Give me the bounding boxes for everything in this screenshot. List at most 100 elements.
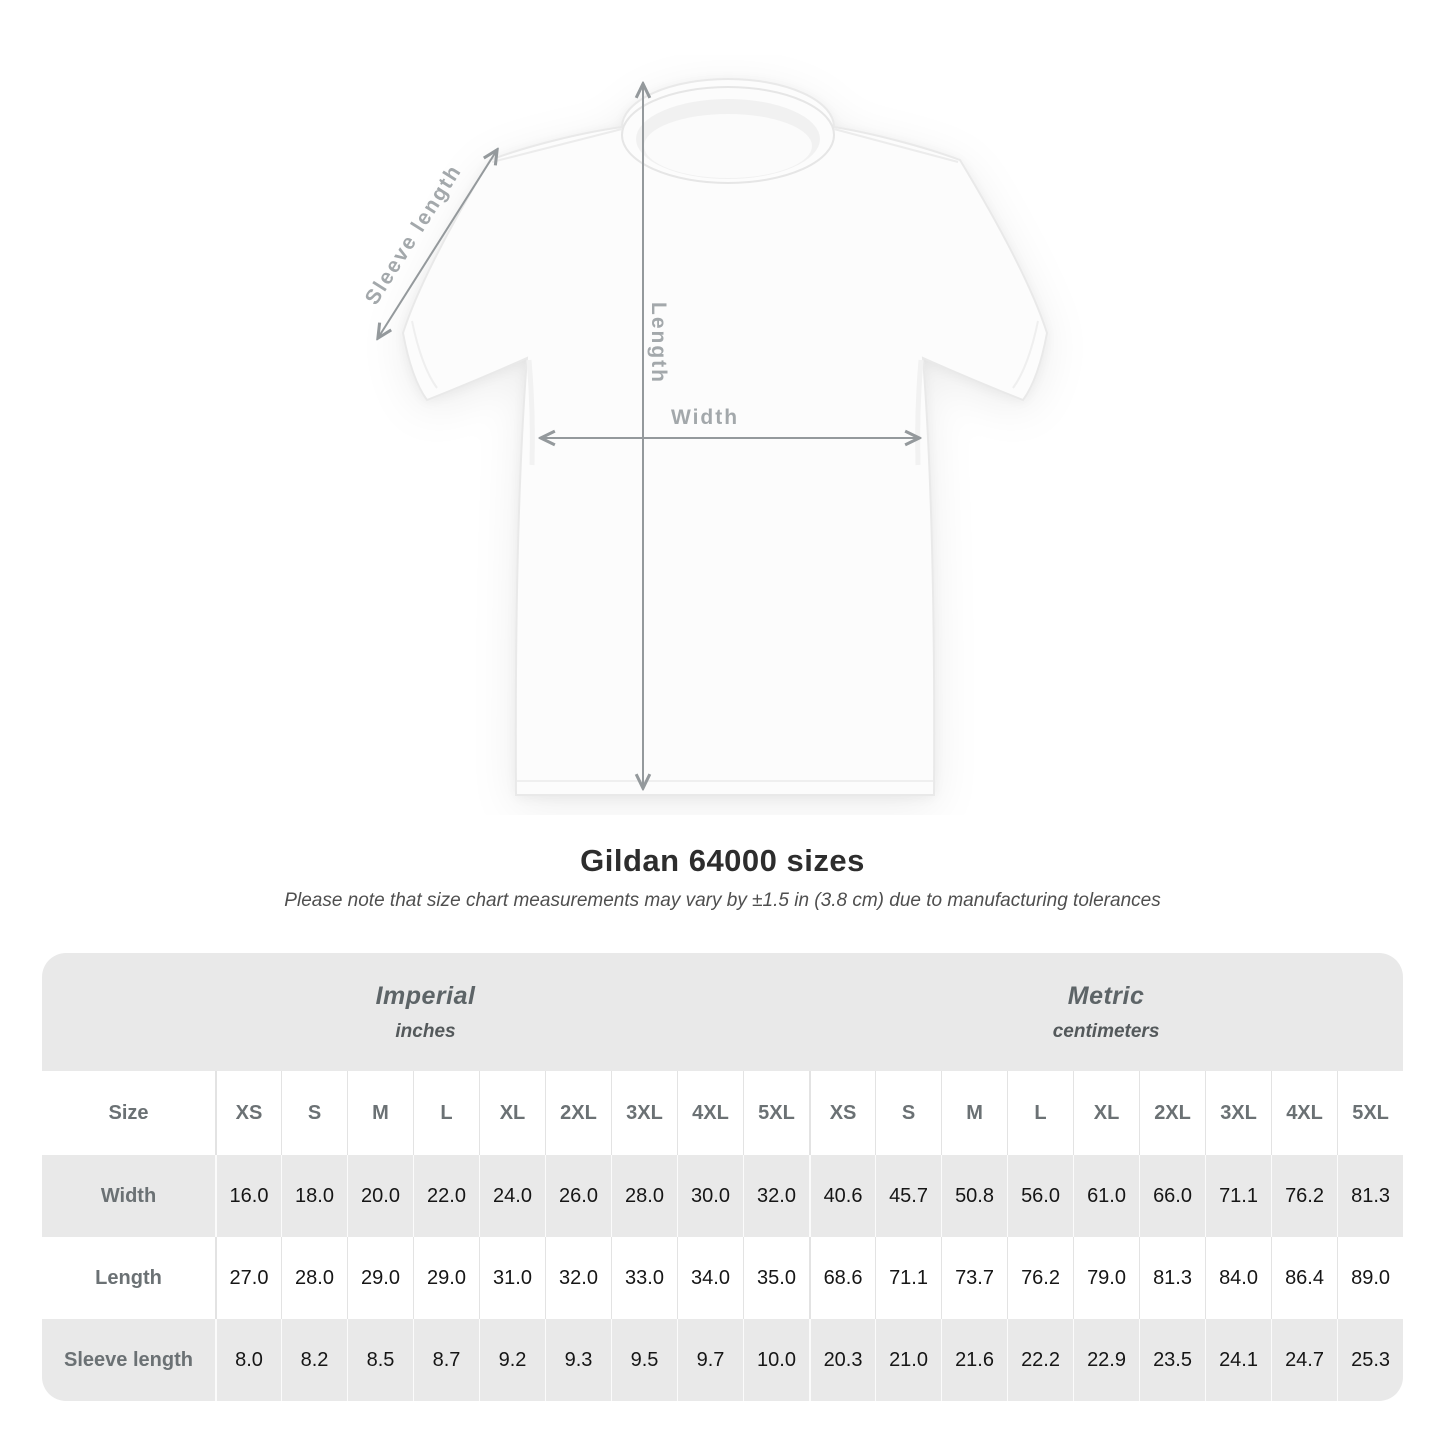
cell: 79.0 [1073,1237,1140,1319]
cell: 30.0 [677,1155,743,1237]
size-header: 2XL [1139,1071,1206,1155]
cell: 8.5 [347,1319,413,1401]
cell: 8.2 [281,1319,347,1401]
tshirt-measurement-figure: Sleeve length Length Width [320,55,1090,815]
metric-group-label: Metric [1067,981,1145,1010]
metric-group-header: Metric centimeters [809,953,1404,1071]
size-header: XL [479,1071,545,1155]
cell: 9.2 [479,1319,545,1401]
cell: 24.0 [479,1155,545,1237]
cell: 8.7 [413,1319,479,1401]
size-header: 5XL [743,1071,810,1155]
collar-inner-highlight [644,114,812,178]
size-header: S [281,1071,347,1155]
cell: 25.3 [1337,1319,1404,1401]
unit-group-row: Imperial inches Metric centimeters [42,953,1404,1071]
imperial-group-label: Imperial [375,981,476,1010]
cell: 24.1 [1205,1319,1272,1401]
size-header: XS [215,1071,281,1155]
size-header: M [941,1071,1008,1155]
cell: 40.6 [809,1155,876,1237]
cell: 29.0 [413,1237,479,1319]
cell: 81.3 [1139,1237,1206,1319]
cell: 9.3 [545,1319,611,1401]
title-block: Gildan 64000 sizes Please note that size… [0,843,1445,912]
size-header: S [875,1071,942,1155]
row-label: Width [42,1155,215,1237]
size-header: L [1007,1071,1074,1155]
cell: 21.6 [941,1319,1008,1401]
cell: 76.2 [1007,1237,1074,1319]
cell: 56.0 [1007,1155,1074,1237]
sleeve-length-arrow [378,150,497,338]
cell: 22.9 [1073,1319,1140,1401]
cell: 76.2 [1271,1155,1338,1237]
cell: 84.0 [1205,1237,1272,1319]
cell: 73.7 [941,1237,1008,1319]
cell: 28.0 [281,1237,347,1319]
cell: 66.0 [1139,1155,1206,1237]
cell: 20.0 [347,1155,413,1237]
cell: 10.0 [743,1319,810,1401]
row-label: Length [42,1237,215,1319]
cell: 61.0 [1073,1155,1140,1237]
size-header-row: Size XS S M L XL 2XL 3XL 4XL 5XL XS S M … [42,1071,1404,1155]
tolerance-note: Please note that size chart measurements… [284,890,1161,911]
shoulder-seam-right [833,128,959,163]
cell: 21.0 [875,1319,942,1401]
cell: 28.0 [611,1155,677,1237]
cell: 89.0 [1337,1237,1404,1319]
cell: 29.0 [347,1237,413,1319]
cell: 22.0 [413,1155,479,1237]
cell: 81.3 [1337,1155,1404,1237]
size-header: 4XL [1271,1071,1338,1155]
cell: 34.0 [677,1237,743,1319]
size-header: XS [809,1071,876,1155]
cell: 35.0 [743,1237,810,1319]
imperial-group-unit: inches [395,1020,456,1042]
cell: 26.0 [545,1155,611,1237]
cell: 33.0 [611,1237,677,1319]
page-title: Gildan 64000 sizes [580,843,865,878]
cell: 32.0 [545,1237,611,1319]
cell: 27.0 [215,1237,281,1319]
collar-outer [621,86,835,184]
size-header: 4XL [677,1071,743,1155]
size-header: 3XL [1205,1071,1272,1155]
length-label: Length [647,302,670,384]
size-chart-table: Imperial inches Metric centimeters Size … [42,953,1404,1401]
cell: 68.6 [809,1237,876,1319]
size-header: 5XL [1337,1071,1404,1155]
table-row-width: Width 16.0 18.0 20.0 22.0 24.0 26.0 28.0… [42,1155,1404,1237]
size-header: 3XL [611,1071,677,1155]
width-label: Width [671,406,739,429]
cell: 50.8 [941,1155,1008,1237]
cell: 71.1 [875,1237,942,1319]
metric-group-unit: centimeters [1052,1020,1160,1042]
sleeve-hem-right [1012,320,1039,389]
imperial-group-header: Imperial inches [42,953,810,1071]
row-label: Sleeve length [42,1319,215,1401]
cell: 18.0 [281,1155,347,1237]
size-header: M [347,1071,413,1155]
corner-label: Size [42,1071,215,1155]
table-row-length: Length 27.0 28.0 29.0 29.0 31.0 32.0 33.… [42,1237,1404,1319]
cell: 32.0 [743,1155,810,1237]
underarm-shade-right [915,359,924,466]
size-header: 2XL [545,1071,611,1155]
cell: 71.1 [1205,1155,1272,1237]
cell: 45.7 [875,1155,942,1237]
table-row-sleeve-length: Sleeve length 8.0 8.2 8.5 8.7 9.2 9.3 9.… [42,1319,1404,1401]
cell: 9.7 [677,1319,743,1401]
cell: 22.2 [1007,1319,1074,1401]
cell: 9.5 [611,1319,677,1401]
size-header: XL [1073,1071,1140,1155]
cell: 16.0 [215,1155,281,1237]
shoulder-seam-left [491,128,623,163]
cell: 31.0 [479,1237,545,1319]
cell: 86.4 [1271,1237,1338,1319]
cell: 8.0 [215,1319,281,1401]
cell: 23.5 [1139,1319,1206,1401]
underarm-shade-left [526,359,535,466]
tshirt-figure-svg: Sleeve length Length Width [361,78,1049,796]
